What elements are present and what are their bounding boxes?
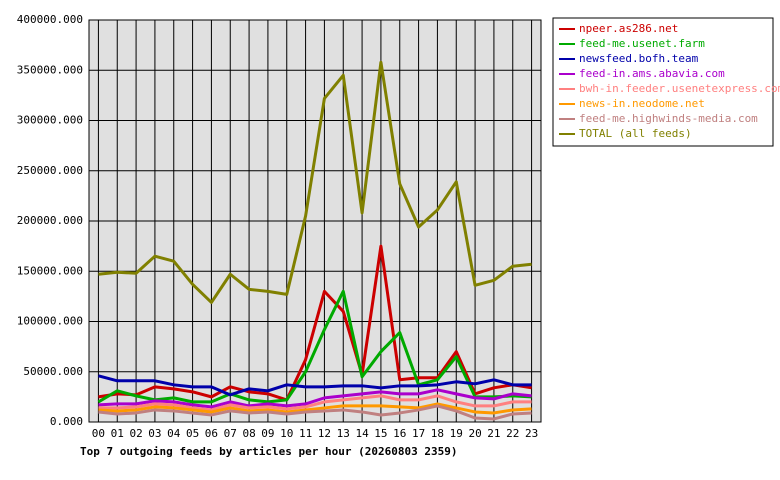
x-tick-label: 19 xyxy=(450,427,463,440)
x-tick-label: 14 xyxy=(355,427,369,440)
x-tick-label: 05 xyxy=(186,427,199,440)
y-tick-label: 350000.000 xyxy=(17,63,83,76)
y-tick-label: 100000.000 xyxy=(17,315,83,328)
x-tick-label: 10 xyxy=(280,427,293,440)
x-tick-label: 00 xyxy=(92,427,105,440)
y-tick-label: 300000.000 xyxy=(17,114,83,127)
y-tick-label: 250000.000 xyxy=(17,164,83,177)
x-tick-label: 22 xyxy=(506,427,519,440)
series-line xyxy=(98,374,532,397)
x-tick-label: 01 xyxy=(111,427,124,440)
series-line xyxy=(98,60,532,304)
y-tick-label: 200000.000 xyxy=(17,214,83,227)
legend-label: feed-in.ams.abavia.com xyxy=(579,67,725,80)
legend-label: newsfeed.bofh.team xyxy=(579,52,699,65)
x-tick-label: 11 xyxy=(299,427,312,440)
legend-box xyxy=(552,17,774,147)
x-tick-label: 08 xyxy=(242,427,255,440)
y-tick-label: 0.000 xyxy=(50,415,83,428)
y-tick-label: 50000.000 xyxy=(23,365,83,378)
x-tick-label: 07 xyxy=(224,427,237,440)
series-line xyxy=(98,404,532,421)
x-tick-label: 04 xyxy=(167,427,181,440)
series-line xyxy=(98,394,532,412)
chart-title: Top 7 outgoing feeds by articles per hou… xyxy=(80,445,458,458)
y-tick-label: 150000.000 xyxy=(17,264,83,277)
legend-label: TOTAL (all feeds) xyxy=(579,127,692,140)
x-tick-label: 16 xyxy=(393,427,406,440)
x-tick-label: 09 xyxy=(261,427,274,440)
series-line xyxy=(98,388,532,409)
x-tick-label: 06 xyxy=(205,427,218,440)
legend-label: feed-me.highwinds-media.com xyxy=(579,112,758,125)
x-tick-label: 13 xyxy=(337,427,350,440)
x-tick-label: 12 xyxy=(318,427,331,440)
x-tick-label: 02 xyxy=(129,427,142,440)
y-tick-label: 400000.000 xyxy=(17,13,83,26)
x-tick-label: 03 xyxy=(148,427,161,440)
legend-label: npeer.as286.net xyxy=(579,22,678,35)
x-tick-label: 18 xyxy=(431,427,444,440)
x-tick-label: 23 xyxy=(525,427,538,440)
series-line xyxy=(98,244,532,402)
legend-label: feed-me.usenet.farm xyxy=(579,37,705,50)
x-tick-label: 20 xyxy=(468,427,481,440)
x-tick-label: 17 xyxy=(412,427,425,440)
x-tick-label: 21 xyxy=(487,427,500,440)
legend-label: bwh-in.feeder.usenetexpress.com xyxy=(579,82,780,95)
series-line xyxy=(98,402,532,415)
x-tick-label: 15 xyxy=(374,427,387,440)
series-line xyxy=(97,289,532,404)
legend-label: news-in.neodome.net xyxy=(579,97,705,110)
